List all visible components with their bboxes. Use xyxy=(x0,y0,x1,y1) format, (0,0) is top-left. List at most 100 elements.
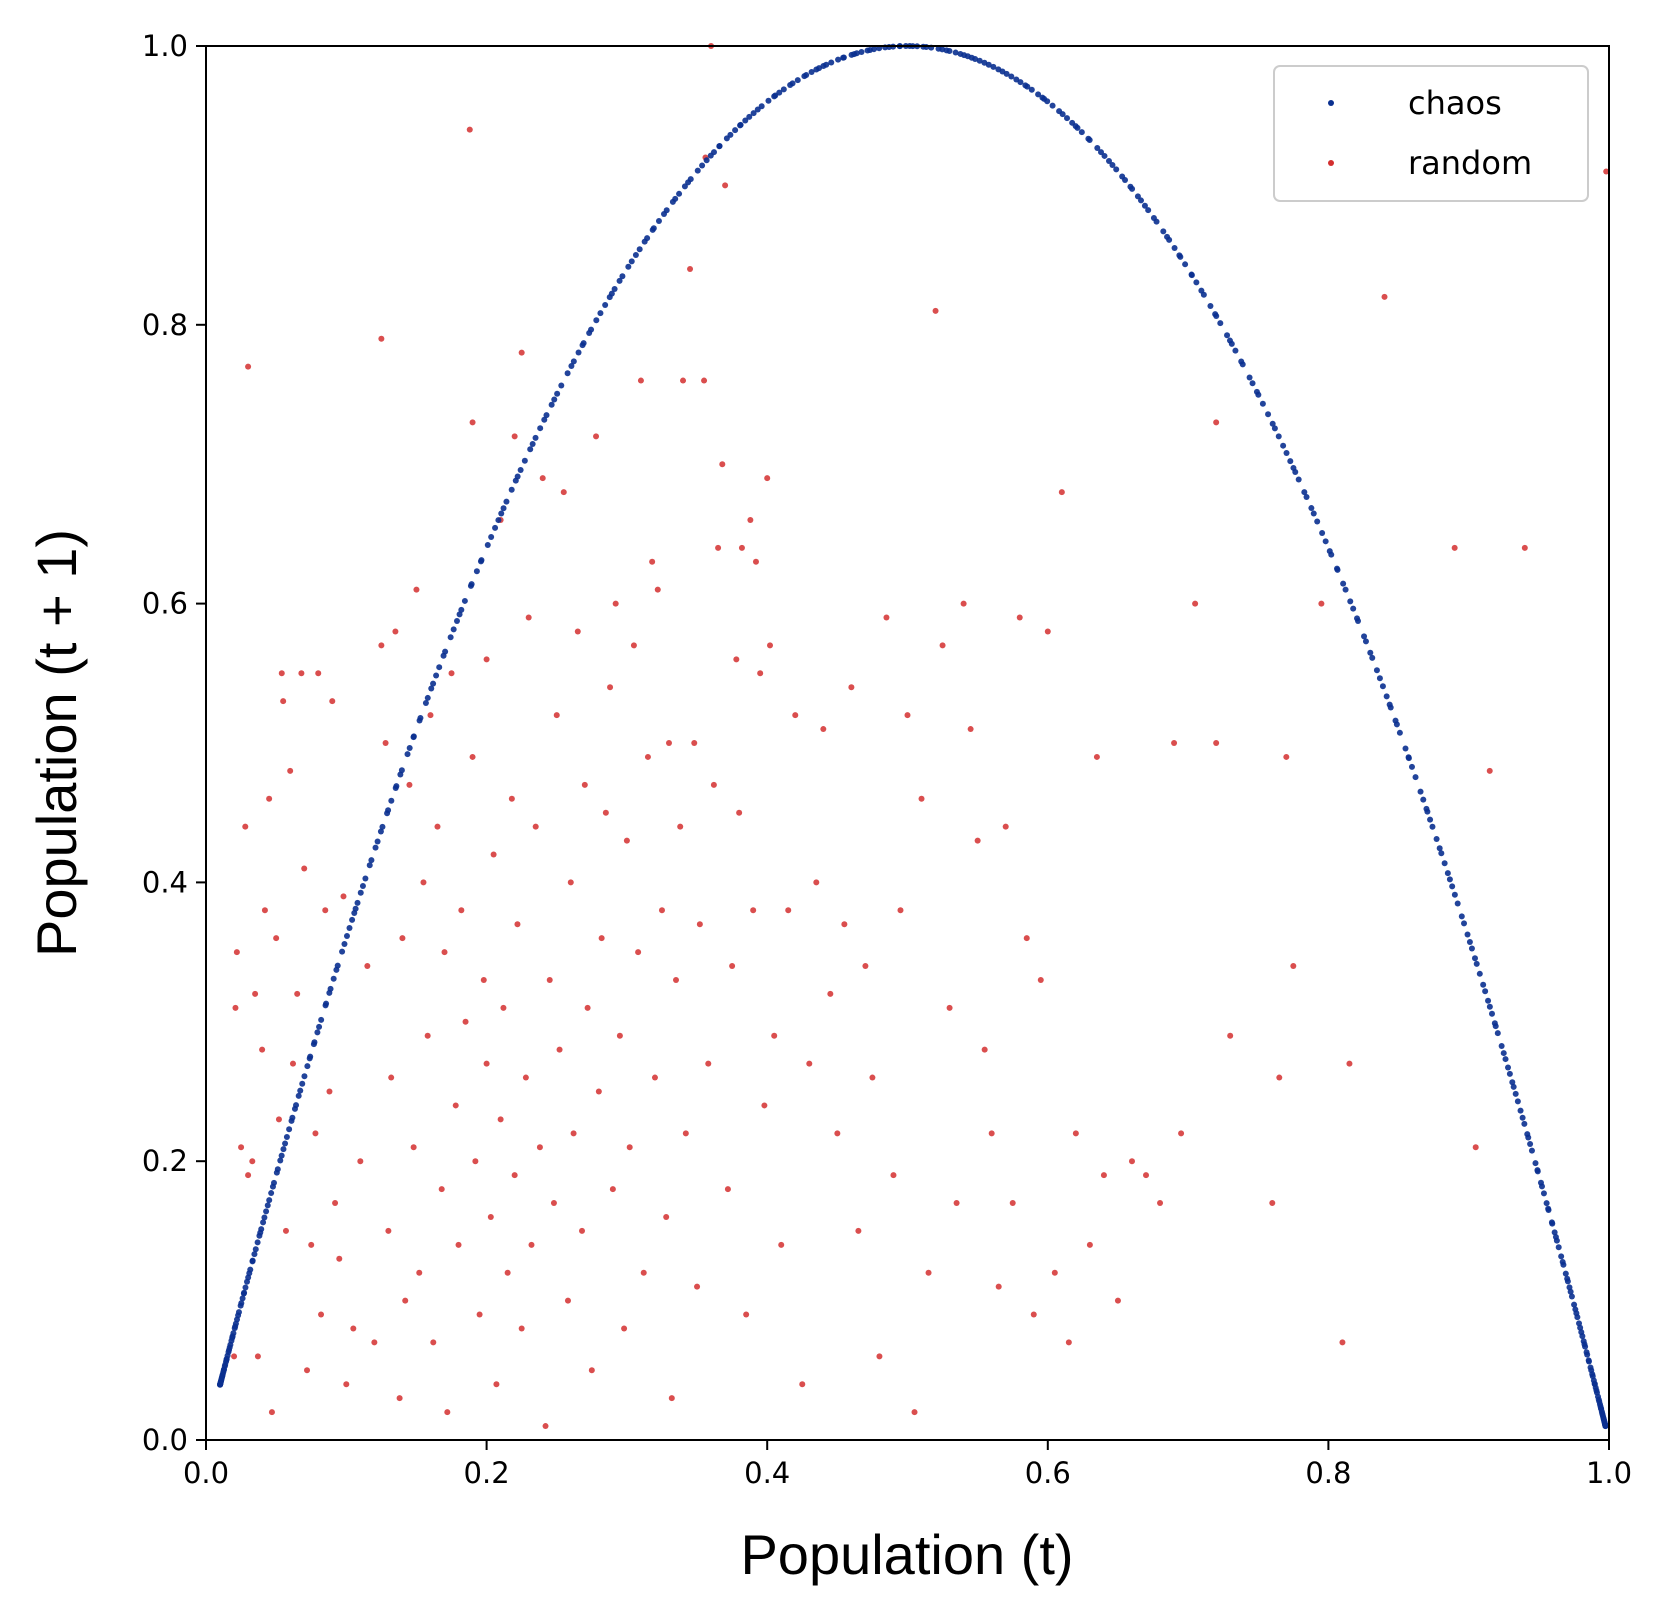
random-point xyxy=(1044,628,1051,635)
random-point xyxy=(705,1060,712,1067)
random-point xyxy=(953,1200,960,1207)
random-point xyxy=(668,1395,675,1402)
chaos-point xyxy=(334,962,341,969)
x-tick-label: 0.4 xyxy=(744,1456,790,1490)
random-point xyxy=(378,335,385,342)
random-point xyxy=(318,1311,325,1318)
chaos-point xyxy=(789,80,796,87)
random-point xyxy=(493,1381,500,1388)
chaos-point xyxy=(699,162,706,169)
random-point xyxy=(385,1227,392,1234)
random-point xyxy=(595,1088,602,1095)
random-point xyxy=(1114,1297,1121,1304)
chaos-point xyxy=(514,473,521,480)
chaos-point xyxy=(299,1080,306,1087)
random-point xyxy=(733,656,740,663)
chaos-point xyxy=(450,626,457,633)
chaos-point xyxy=(1314,518,1321,525)
chaos-point xyxy=(1122,177,1129,184)
chaos-point xyxy=(1424,808,1431,815)
random-point xyxy=(410,1144,417,1151)
chaos-point xyxy=(972,55,979,62)
chaos-point xyxy=(1074,124,1081,131)
chaos-point xyxy=(1545,1207,1552,1214)
chaos-point xyxy=(362,875,369,882)
chaos-point xyxy=(268,1190,275,1197)
chaos-point xyxy=(503,498,510,505)
random-point xyxy=(336,1255,343,1262)
random-point xyxy=(1381,293,1388,300)
random-point xyxy=(701,377,708,384)
chaos-point xyxy=(1492,1023,1499,1030)
chaos-point xyxy=(1292,468,1299,475)
chaos-point xyxy=(339,948,346,955)
chaos-point xyxy=(266,1197,273,1204)
random-point xyxy=(1339,1339,1346,1346)
chaos-point xyxy=(359,883,366,890)
chaos-point xyxy=(765,97,772,104)
chaos-point xyxy=(1543,1200,1550,1207)
random-point xyxy=(289,1060,296,1067)
chaos-point xyxy=(1379,683,1386,690)
random-point xyxy=(1016,614,1023,621)
chaos-point xyxy=(1059,111,1066,118)
chaos-point xyxy=(737,121,744,128)
chaos-point xyxy=(1461,920,1468,927)
chaos-point xyxy=(277,1157,284,1164)
random-point xyxy=(511,1172,518,1179)
chaos-point xyxy=(239,1295,246,1302)
random-series xyxy=(231,43,1610,1430)
random-point xyxy=(911,1409,918,1416)
chaos-point xyxy=(1334,566,1341,573)
random-point xyxy=(511,433,518,440)
chaos-point xyxy=(1555,1244,1562,1251)
random-point xyxy=(584,1004,591,1011)
chaos-point xyxy=(1498,1042,1505,1049)
chaos-point xyxy=(1568,1293,1575,1300)
chaos-point xyxy=(663,207,670,214)
random-point xyxy=(430,1339,437,1346)
chaos-point xyxy=(1350,605,1357,612)
random-point xyxy=(1058,489,1065,496)
random-point xyxy=(1072,1130,1079,1137)
chaos-point xyxy=(570,358,577,365)
chaos-point xyxy=(541,416,548,423)
random-point xyxy=(637,377,644,384)
chaos-point xyxy=(1514,1098,1521,1105)
random-point xyxy=(1318,600,1325,607)
random-point xyxy=(747,516,754,523)
chaos-point xyxy=(1207,302,1214,309)
chaos-point xyxy=(458,606,465,613)
random-point xyxy=(715,544,722,551)
random-point xyxy=(778,1241,785,1248)
chaos-point xyxy=(270,1179,277,1186)
chaos-point xyxy=(776,89,783,96)
random-point xyxy=(680,377,687,384)
random-point xyxy=(500,1004,507,1011)
chaos-point xyxy=(1396,729,1403,736)
chaos-point xyxy=(1160,228,1167,235)
chaos-point xyxy=(1113,166,1120,173)
chaos-point xyxy=(803,72,810,79)
chaos-point xyxy=(732,127,739,134)
chaos-point xyxy=(1574,1314,1581,1321)
chaos-point xyxy=(611,286,618,293)
chaos-point xyxy=(404,751,411,758)
chaos-point xyxy=(295,1092,302,1099)
chaos-point xyxy=(1402,745,1409,752)
random-point xyxy=(813,879,820,886)
random-point xyxy=(357,1158,364,1165)
random-point xyxy=(855,1227,862,1234)
random-point xyxy=(1213,419,1220,426)
chaos-point xyxy=(1259,400,1266,407)
chaos-point xyxy=(1429,823,1436,830)
random-point xyxy=(598,935,605,942)
chaos-point xyxy=(1517,1107,1524,1114)
random-point xyxy=(1290,963,1297,970)
chaos-point xyxy=(422,699,429,706)
random-point xyxy=(904,712,911,719)
random-point xyxy=(663,1213,670,1220)
chaos-point xyxy=(330,975,337,982)
chaos-point xyxy=(716,143,723,150)
